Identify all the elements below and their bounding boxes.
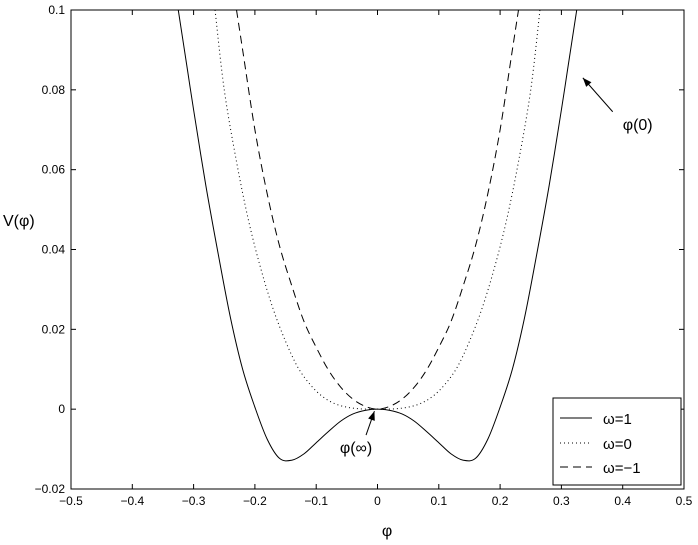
annotation-arrowhead [368,411,375,421]
x-tick-label: 0.3 [553,494,570,508]
legend-label-2: ω=0 [603,436,632,453]
y-tick-label: 0.04 [42,243,66,257]
y-tick-label: 0.08 [42,83,66,97]
series-group [177,10,578,462]
y-axis-label: V(φ) [3,213,35,230]
legend-label-3: ω=−1 [603,460,641,477]
legend-label-1: ω=1 [603,411,632,428]
annotation-label: φ(∞) [340,440,372,457]
y-tick-label: −0.02 [35,482,66,496]
y-tick-label: 0.06 [42,163,66,177]
x-tick-label: −0.1 [304,494,328,508]
x-tick-label: 0.1 [430,494,447,508]
y-tick-label: 0.1 [48,3,65,17]
series-line-2 [214,10,541,410]
x-tick-label: 0.4 [614,494,631,508]
annotations-group: φ(0) φ(∞) [340,77,653,457]
y-tick-label: 0 [58,402,65,416]
x-axis-label: φ [382,523,392,540]
axis-ticks: −0.5 −0.4 −0.3 −0.2 −0.1 0 0.1 0.2 0.3 0.4 0.5 −0.0… [35,3,693,508]
x-tick-label: −0.2 [243,494,267,508]
legend-box [552,397,682,486]
x-tick-label: −0.4 [120,494,144,508]
y-tick-label: 0.02 [42,322,66,336]
series-line-3 [236,10,519,410]
x-tick-label: −0.5 [59,494,83,508]
x-tick-label: 0 [374,494,381,508]
annotation-arrowhead [582,77,592,87]
x-tick-label: 0.5 [676,494,693,508]
x-tick-label: 0.2 [492,494,509,508]
x-tick-label: −0.3 [182,494,206,508]
legend: ω=1 ω=0 ω=−1 [552,397,682,486]
annotation-label: φ(0) [623,117,653,134]
